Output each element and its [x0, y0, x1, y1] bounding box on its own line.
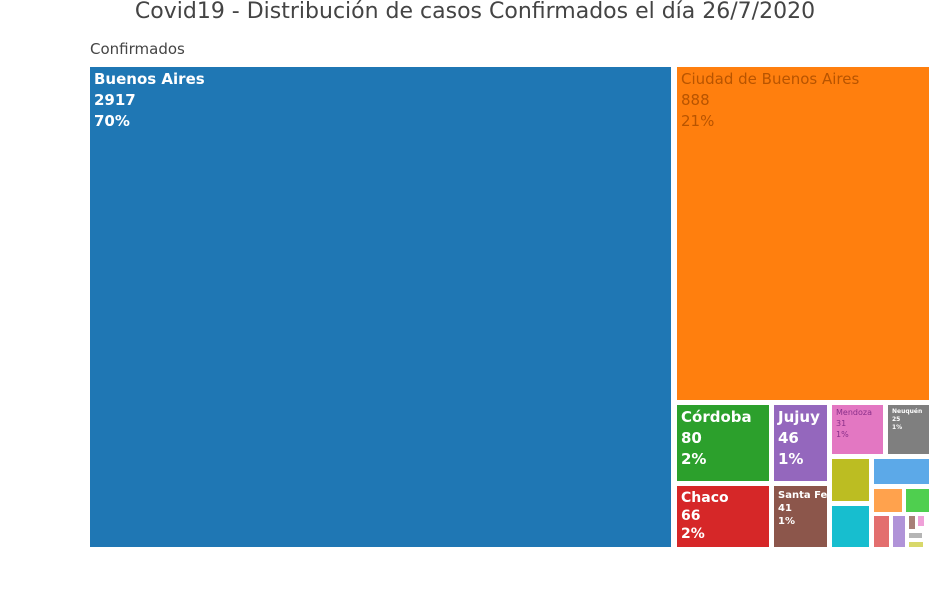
treemap-root-label[interactable]: Confirmados: [90, 40, 185, 58]
tile-chaco-label: Chaco: [681, 490, 729, 506]
tile-minor-province[interactable]: [874, 489, 902, 512]
tile-jujuy[interactable]: [774, 405, 827, 481]
chart-title: Covid19 - Distribución de casos Confirma…: [134, 0, 816, 24]
tile-neuquen-value: 25: [892, 416, 900, 423]
tile-chaco-percent: 2%: [681, 526, 705, 542]
tile-minor-province[interactable]: [832, 506, 869, 547]
tile-minor-province[interactable]: [909, 516, 915, 529]
tile-mendoza[interactable]: [832, 405, 883, 454]
tile-chaco[interactable]: [677, 486, 769, 547]
tile-mendoza-value: 31: [836, 419, 846, 428]
tile-santa-fe[interactable]: [774, 486, 827, 547]
tile-minor-province[interactable]: [909, 542, 923, 547]
tile-buenos-aires-value: 2917: [94, 91, 136, 109]
tile-cordoba-label: Córdoba: [681, 408, 752, 426]
tile-buenos-aires[interactable]: [90, 67, 671, 547]
tile-minor-province[interactable]: [918, 516, 924, 526]
tile-neuquen-label: Neuquén: [892, 408, 922, 415]
tile-cordoba-percent: 2%: [681, 450, 706, 468]
tile-cordoba-value: 80: [681, 429, 702, 447]
tile-ciudad-de-buenos-aires-value: 888: [681, 91, 710, 109]
tile-buenos-aires-percent: 70%: [94, 112, 130, 130]
tile-mendoza-label: Mendoza: [836, 408, 872, 417]
tile-cordoba[interactable]: [677, 405, 769, 481]
tile-minor-province[interactable]: [893, 516, 905, 547]
tile-jujuy-percent: 1%: [778, 450, 803, 468]
tile-jujuy-label: Jujuy: [777, 408, 820, 426]
treemap-minor-tiles: [832, 459, 929, 547]
tile-minor-province[interactable]: [906, 489, 929, 512]
tile-santa-fe-label: Santa Fe: [778, 490, 828, 501]
tile-minor-province[interactable]: [874, 459, 929, 484]
treemap-tiles: Buenos Aires 2917 70% Ciudad de Buenos Aire…: [90, 67, 929, 547]
tile-minor-province[interactable]: [874, 516, 889, 547]
tile-neuquen[interactable]: [888, 405, 929, 454]
tile-minor-province[interactable]: [832, 459, 869, 501]
tile-mendoza-percent: 1%: [836, 430, 849, 439]
tile-buenos-aires-label: Buenos Aires: [94, 70, 205, 88]
tile-neuquen-percent: 1%: [892, 424, 902, 431]
tile-santa-fe-percent: 1%: [778, 516, 795, 527]
tile-ciudad-de-buenos-aires-label: Ciudad de Buenos Aires: [681, 70, 859, 88]
tile-ciudad-de-buenos-aires-percent: 21%: [681, 112, 714, 130]
tile-chaco-value: 66: [681, 508, 700, 524]
tile-jujuy-value: 46: [778, 429, 799, 447]
tile-minor-province[interactable]: [909, 533, 922, 538]
tile-santa-fe-value: 41: [778, 503, 792, 514]
tile-ciudad-de-buenos-aires[interactable]: [677, 67, 929, 400]
